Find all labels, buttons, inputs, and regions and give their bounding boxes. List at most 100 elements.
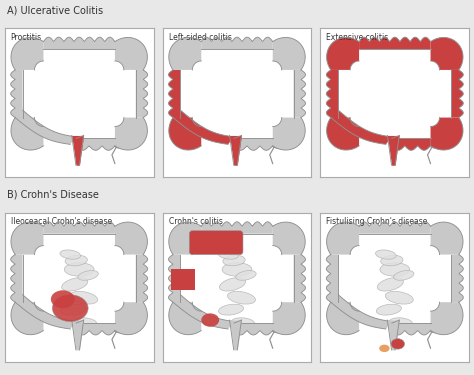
Ellipse shape: [231, 318, 255, 328]
Polygon shape: [115, 118, 147, 150]
Ellipse shape: [61, 304, 86, 315]
Polygon shape: [327, 302, 359, 334]
Text: Crohn's colitis: Crohn's colitis: [169, 217, 222, 226]
Ellipse shape: [201, 314, 219, 327]
Text: B) Crohn's Disease: B) Crohn's Disease: [7, 189, 99, 200]
Ellipse shape: [51, 290, 75, 308]
Ellipse shape: [379, 345, 390, 352]
Polygon shape: [273, 118, 305, 150]
FancyBboxPatch shape: [189, 231, 243, 255]
Polygon shape: [326, 70, 338, 118]
Polygon shape: [11, 222, 44, 255]
Polygon shape: [169, 302, 201, 334]
Ellipse shape: [222, 263, 252, 276]
Polygon shape: [169, 222, 201, 255]
Text: Fistulising Crohn's disease: Fistulising Crohn's disease: [326, 217, 428, 226]
Ellipse shape: [377, 278, 403, 291]
Polygon shape: [359, 37, 430, 49]
Ellipse shape: [73, 318, 97, 328]
Ellipse shape: [428, 138, 442, 148]
Polygon shape: [44, 222, 115, 234]
Polygon shape: [451, 255, 463, 302]
Polygon shape: [327, 118, 359, 150]
Polygon shape: [430, 38, 463, 70]
Ellipse shape: [385, 291, 413, 304]
Polygon shape: [169, 118, 201, 150]
Text: Ileoceacal Crohn's disease: Ileoceacal Crohn's disease: [11, 217, 112, 226]
Polygon shape: [359, 222, 430, 234]
Ellipse shape: [64, 263, 94, 276]
Polygon shape: [11, 302, 44, 334]
Ellipse shape: [113, 138, 126, 148]
Ellipse shape: [236, 270, 256, 280]
Polygon shape: [273, 38, 305, 70]
Ellipse shape: [53, 295, 88, 322]
Polygon shape: [327, 38, 359, 70]
Ellipse shape: [117, 127, 134, 141]
Ellipse shape: [70, 291, 98, 304]
Polygon shape: [331, 295, 392, 329]
Polygon shape: [331, 110, 392, 144]
Ellipse shape: [78, 270, 98, 280]
Polygon shape: [136, 70, 148, 118]
Polygon shape: [201, 37, 273, 49]
Polygon shape: [115, 38, 147, 70]
Polygon shape: [136, 255, 148, 302]
Polygon shape: [11, 70, 23, 118]
Ellipse shape: [381, 255, 403, 266]
Polygon shape: [115, 302, 147, 334]
Polygon shape: [15, 295, 76, 329]
Ellipse shape: [117, 312, 134, 325]
Ellipse shape: [428, 322, 442, 333]
Ellipse shape: [62, 278, 88, 291]
Polygon shape: [11, 255, 23, 302]
Ellipse shape: [433, 127, 449, 141]
Polygon shape: [76, 323, 115, 335]
Polygon shape: [451, 70, 463, 118]
Polygon shape: [169, 70, 181, 118]
Ellipse shape: [376, 304, 401, 315]
Polygon shape: [11, 118, 44, 150]
Ellipse shape: [433, 312, 449, 325]
Ellipse shape: [375, 250, 396, 259]
Ellipse shape: [113, 322, 126, 333]
Polygon shape: [234, 323, 273, 335]
Ellipse shape: [391, 339, 404, 349]
Polygon shape: [273, 302, 305, 334]
Polygon shape: [173, 295, 234, 329]
Polygon shape: [169, 255, 181, 302]
Polygon shape: [11, 38, 44, 70]
Polygon shape: [44, 37, 115, 49]
Polygon shape: [430, 302, 463, 334]
Polygon shape: [201, 222, 273, 234]
Text: Left-sided colitis: Left-sided colitis: [169, 33, 231, 42]
Ellipse shape: [60, 250, 81, 259]
Text: Extensive colitis: Extensive colitis: [326, 33, 389, 42]
Ellipse shape: [275, 312, 292, 325]
Polygon shape: [173, 110, 234, 144]
Polygon shape: [327, 222, 359, 255]
Polygon shape: [293, 255, 305, 302]
Text: Proctitis: Proctitis: [11, 33, 42, 42]
Polygon shape: [430, 118, 463, 150]
Text: A) Ulcerative Colitis: A) Ulcerative Colitis: [7, 6, 103, 16]
Ellipse shape: [389, 318, 413, 328]
Polygon shape: [169, 38, 201, 70]
Ellipse shape: [219, 304, 244, 315]
Polygon shape: [273, 222, 305, 255]
Ellipse shape: [271, 138, 284, 148]
Ellipse shape: [380, 263, 410, 276]
Polygon shape: [392, 323, 430, 335]
Polygon shape: [293, 70, 305, 118]
Polygon shape: [392, 138, 430, 150]
Polygon shape: [326, 255, 338, 302]
Ellipse shape: [65, 255, 87, 266]
Ellipse shape: [393, 270, 414, 280]
Ellipse shape: [275, 127, 292, 141]
Polygon shape: [115, 222, 147, 255]
Ellipse shape: [271, 322, 284, 333]
Ellipse shape: [223, 255, 245, 266]
Polygon shape: [15, 110, 76, 144]
Polygon shape: [430, 222, 463, 255]
Ellipse shape: [219, 278, 246, 291]
